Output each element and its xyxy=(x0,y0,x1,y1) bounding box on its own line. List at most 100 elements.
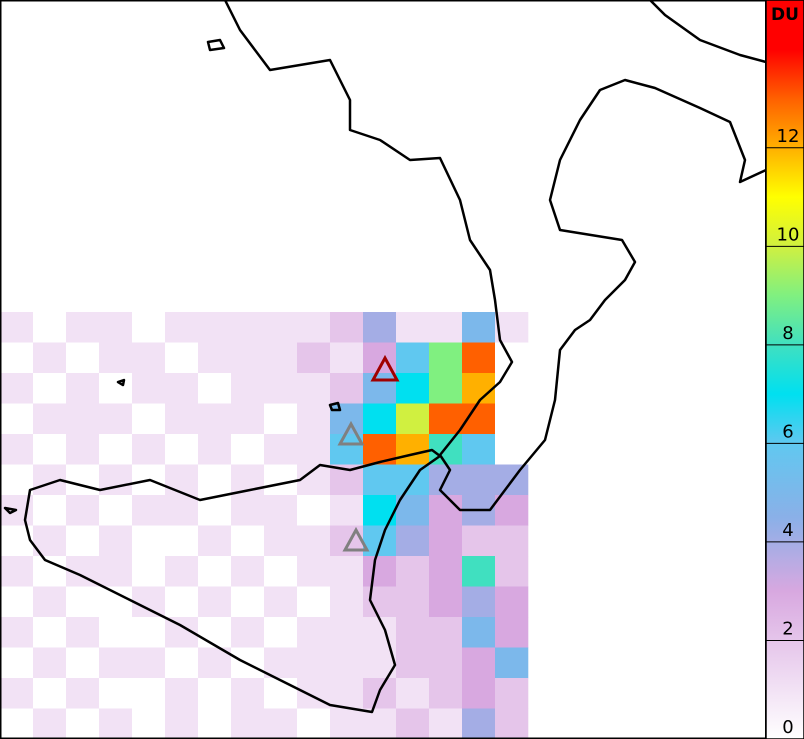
so2-cell xyxy=(363,556,397,587)
so2-cell xyxy=(429,312,463,343)
so2-cell xyxy=(165,434,199,465)
so2-cell xyxy=(0,403,34,435)
so2-cell xyxy=(198,464,232,496)
so2-cell xyxy=(99,525,133,557)
so2-cell xyxy=(0,373,34,404)
so2-cell xyxy=(66,525,100,557)
so2-cell xyxy=(132,373,166,404)
so2-cell xyxy=(132,495,166,526)
so2-cell xyxy=(99,708,133,739)
so2-cell xyxy=(462,312,496,343)
so2-cell xyxy=(0,586,34,618)
so2-cell xyxy=(264,586,298,618)
so2-cell xyxy=(396,647,430,679)
so2-cell xyxy=(198,556,232,587)
cell-layer xyxy=(0,312,529,739)
so2-cell xyxy=(66,464,100,496)
so2-cell xyxy=(66,434,100,465)
so2-cell xyxy=(231,556,265,587)
so2-cell xyxy=(330,312,364,343)
so2-cell xyxy=(429,525,463,557)
so2-cell xyxy=(462,586,496,618)
so2-cell xyxy=(165,464,199,496)
so2-cell xyxy=(495,617,529,648)
so2-cell xyxy=(297,495,331,526)
so2-cell xyxy=(264,647,298,679)
so2-cell xyxy=(231,586,265,618)
so2-cell xyxy=(99,434,133,465)
so2-cell xyxy=(33,586,67,618)
so2-cell xyxy=(264,434,298,465)
so2-cell xyxy=(396,525,430,557)
so2-cell xyxy=(363,617,397,648)
so2-cell xyxy=(330,678,364,709)
so2-cell xyxy=(132,586,166,618)
so2-cell xyxy=(363,525,397,557)
so2-cell xyxy=(99,312,133,343)
so2-cell xyxy=(66,586,100,618)
so2-cell xyxy=(363,586,397,618)
so2-cell xyxy=(396,708,430,739)
so2-cell xyxy=(429,495,463,526)
so2-cell xyxy=(0,617,34,648)
so2-cell xyxy=(132,556,166,587)
so2-cell xyxy=(165,586,199,618)
so2-cell xyxy=(33,373,67,404)
so2-cell xyxy=(99,647,133,679)
so2-cell xyxy=(198,373,232,404)
so2-cell xyxy=(264,525,298,557)
so2-cell xyxy=(462,342,496,374)
colorbar-tick-label: 0 xyxy=(782,717,793,738)
so2-cell xyxy=(429,556,463,587)
so2-cell xyxy=(330,708,364,739)
so2-cell xyxy=(462,708,496,739)
so2-cell xyxy=(396,434,430,465)
so2-cell xyxy=(132,403,166,435)
so2-cell xyxy=(264,495,298,526)
so2-cell xyxy=(231,525,265,557)
so2-cell xyxy=(396,678,430,709)
so2-cell xyxy=(462,556,496,587)
colorbar-tick-label: 6 xyxy=(782,421,793,442)
so2-cell xyxy=(297,373,331,404)
so2-cell xyxy=(198,434,232,465)
so2-cell xyxy=(99,678,133,709)
so2-cell xyxy=(297,342,331,374)
so2-cell xyxy=(429,373,463,404)
so2-cell xyxy=(429,403,463,435)
so2-cell xyxy=(99,403,133,435)
so2-cell xyxy=(33,556,67,587)
so2-cell xyxy=(66,678,100,709)
so2-cell xyxy=(264,403,298,435)
so2-cell xyxy=(429,586,463,618)
so2-cell xyxy=(165,678,199,709)
so2-cell xyxy=(0,434,34,465)
so2-cell xyxy=(231,495,265,526)
so2-cell xyxy=(429,678,463,709)
so2-cell xyxy=(132,617,166,648)
so2-cell xyxy=(264,556,298,587)
so2-cell xyxy=(495,403,529,435)
so2-cell xyxy=(495,495,529,526)
so2-cell xyxy=(33,617,67,648)
so2-cell xyxy=(297,647,331,679)
so2-cell xyxy=(330,647,364,679)
so2-cell xyxy=(66,617,100,648)
colorbar-ticks: 0 2 4 6 8 10 12 xyxy=(766,126,804,739)
volcano-marker xyxy=(370,354,400,382)
so2-cell xyxy=(231,708,265,739)
so2-cell xyxy=(363,403,397,435)
so2-cell xyxy=(396,586,430,618)
so2-cell xyxy=(132,434,166,465)
so2-cell xyxy=(33,342,67,374)
so2-cell xyxy=(264,708,298,739)
so2-cell xyxy=(198,312,232,343)
so2-cell xyxy=(429,647,463,679)
so2-cell xyxy=(264,464,298,496)
so2-cell xyxy=(33,434,67,465)
so2-cell xyxy=(0,342,34,374)
so2-cell xyxy=(165,556,199,587)
so2-cell xyxy=(198,678,232,709)
so2-cell xyxy=(495,525,529,557)
so2-cell xyxy=(198,342,232,374)
